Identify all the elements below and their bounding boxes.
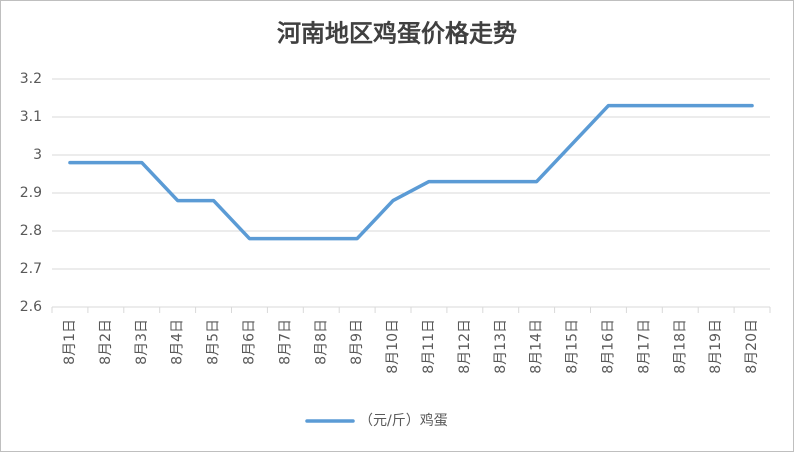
x-tick-label: 8月16日 xyxy=(600,319,616,374)
y-tick-label: 2.8 xyxy=(20,223,42,239)
x-tick-label: 8月19日 xyxy=(708,319,724,374)
x-tick-label: 8月1日 xyxy=(62,319,78,365)
y-tick-label: 2.7 xyxy=(20,261,42,277)
x-tick-label: 8月14日 xyxy=(529,319,545,374)
x-tick-label: 8月8日 xyxy=(313,319,329,365)
x-tick-label: 8月2日 xyxy=(98,319,114,365)
x-tick-label: 8月4日 xyxy=(170,319,186,365)
x-tick-label: 8月20日 xyxy=(744,319,760,374)
x-tick-label: 8月7日 xyxy=(277,319,293,365)
x-tick-label: 8月13日 xyxy=(493,319,509,374)
x-tick-label: 8月6日 xyxy=(241,319,257,365)
x-tick-label: 8月12日 xyxy=(457,319,473,374)
y-tick-label: 2.9 xyxy=(20,185,42,201)
line xyxy=(68,103,754,241)
y-tick-label: 3.1 xyxy=(20,109,42,125)
chart-title: 河南地区鸡蛋价格走势 xyxy=(277,20,517,48)
x-tick-label: 8月5日 xyxy=(206,319,222,365)
legend-label: （元/斤）鸡蛋 xyxy=(359,412,448,429)
y-tick-label: 3 xyxy=(33,147,42,163)
x-tick-label: 8月9日 xyxy=(349,319,365,365)
y-tick-label: 3.2 xyxy=(20,71,42,87)
x-tick-label: 8月17日 xyxy=(636,319,652,374)
x-tick-label: 8月10日 xyxy=(385,319,401,374)
x-tick-label: 8月3日 xyxy=(134,319,150,365)
x-tick-label: 8月11日 xyxy=(421,319,437,374)
x-tick-label: 8月15日 xyxy=(565,319,581,374)
x-tick-label: 8月18日 xyxy=(672,319,688,374)
y-tick-label: 2.6 xyxy=(20,299,42,315)
